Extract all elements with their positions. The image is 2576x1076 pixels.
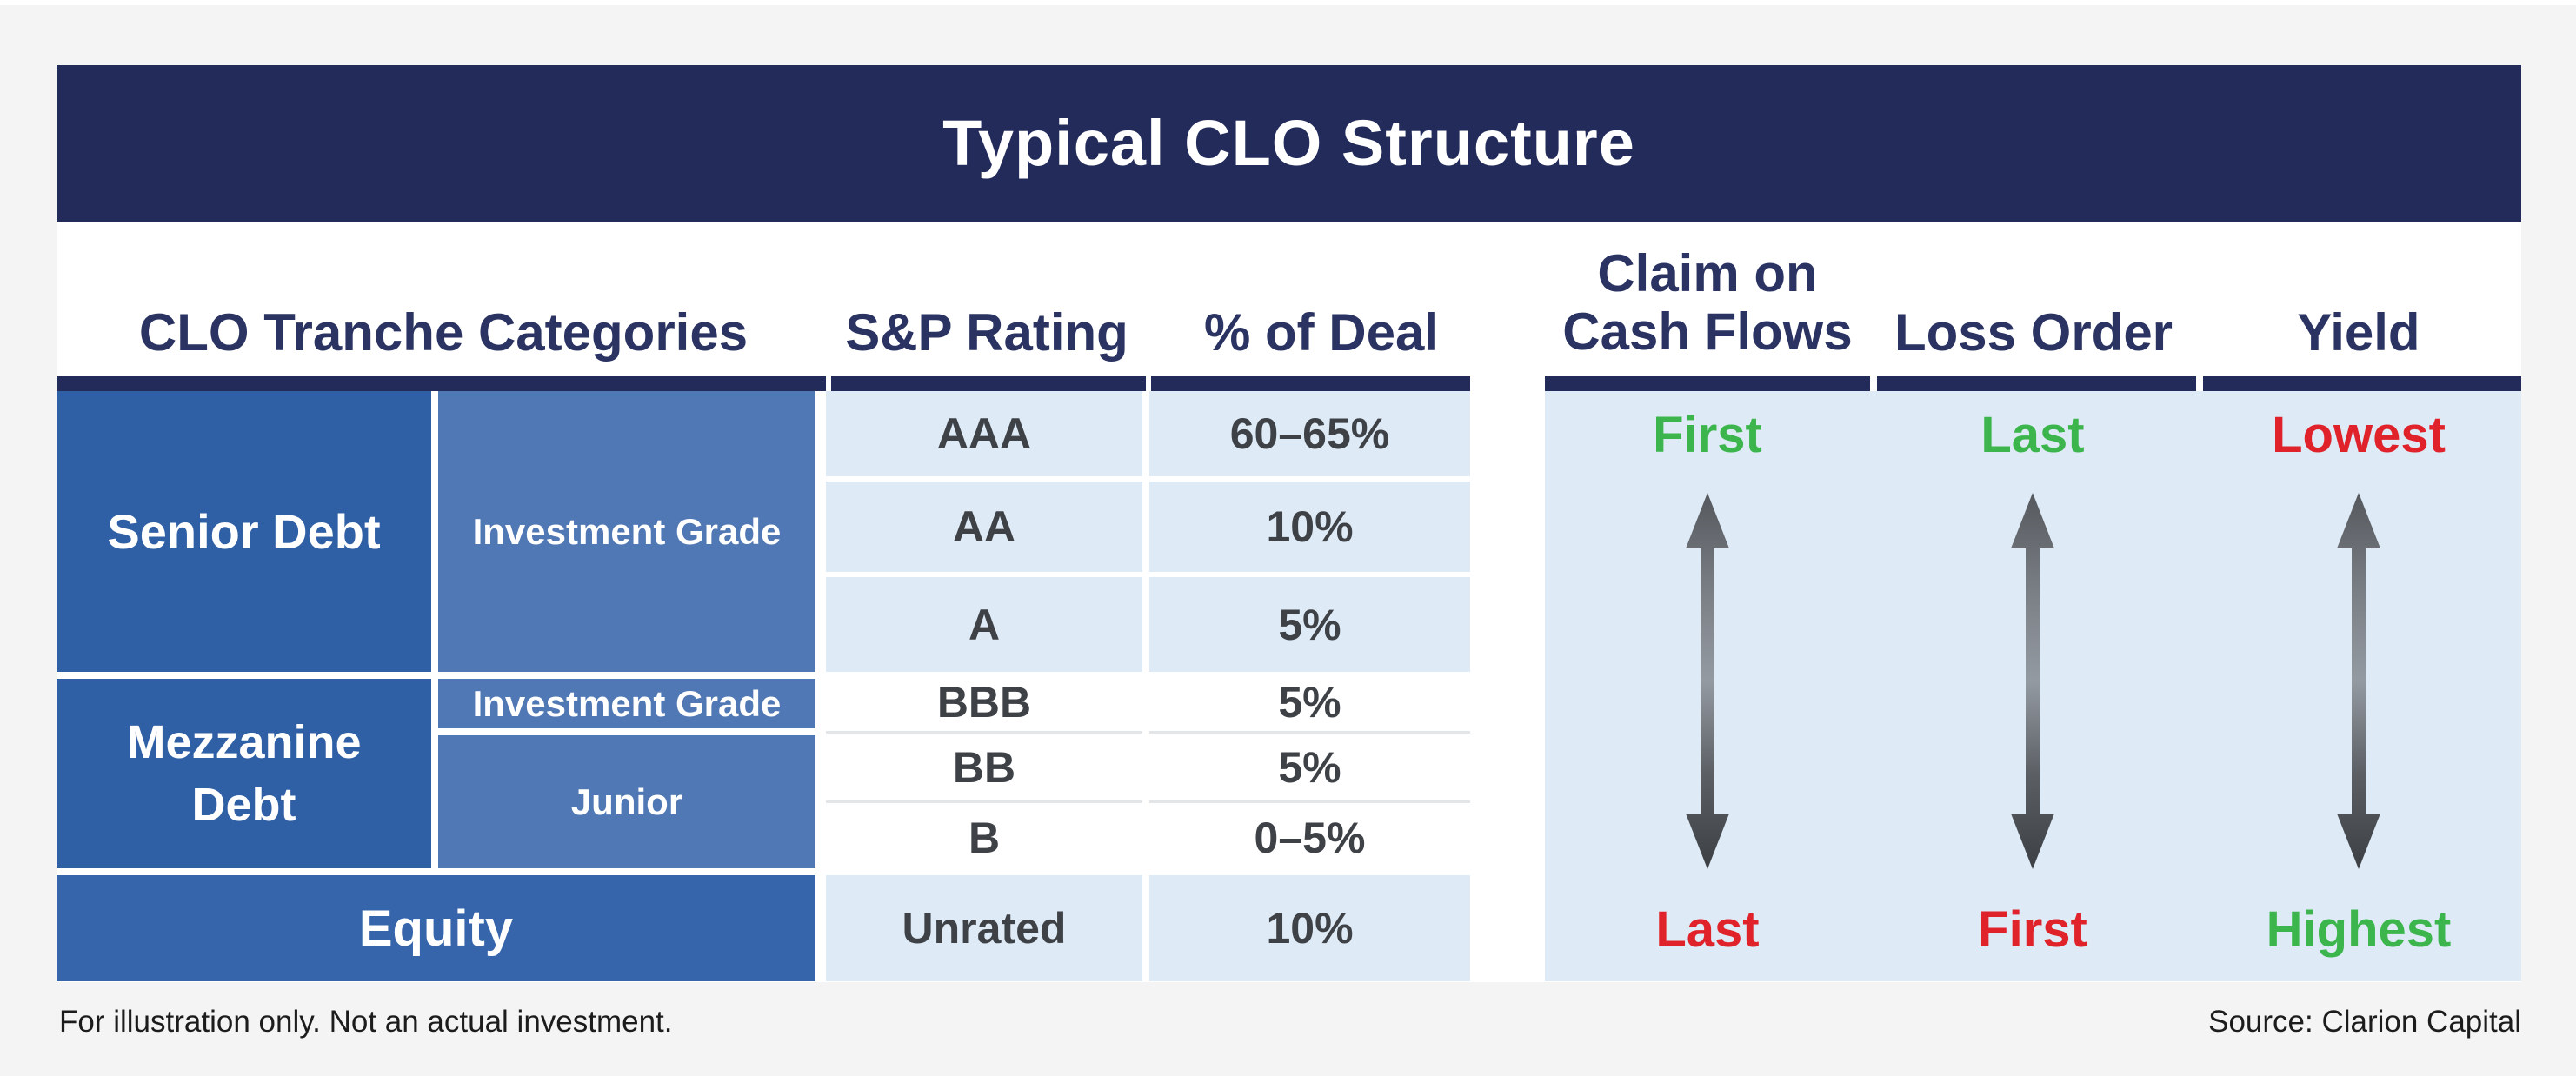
loss-top-value: Last bbox=[1980, 406, 2085, 463]
cell-mezzanine-debt: Mezzanine Debt bbox=[57, 679, 431, 868]
double-arrow-icon bbox=[2337, 493, 2380, 869]
row-divider bbox=[1149, 731, 1470, 734]
header-pct-of-deal: % of Deal bbox=[1203, 303, 1440, 362]
cell-senior-investment-grade: Investment Grade bbox=[438, 391, 815, 672]
rating-unrated: Unrated bbox=[902, 904, 1067, 953]
rating-bbb: BBB bbox=[936, 678, 1032, 727]
header-yield: Yield bbox=[2297, 303, 2420, 362]
yield-top-value: Lowest bbox=[2272, 406, 2446, 463]
bg-rating-a bbox=[826, 577, 1142, 672]
junior-label: Junior bbox=[570, 780, 683, 822]
double-arrow-icon bbox=[2011, 493, 2054, 869]
deal-b: 0–5% bbox=[1254, 814, 1366, 862]
bg-deal-unrated bbox=[1149, 875, 1470, 981]
title-bar: Typical CLO Structure bbox=[57, 65, 2521, 222]
disclaimer-text: For illustration only. Not an actual inv… bbox=[59, 1005, 673, 1039]
deal-bb: 5% bbox=[1278, 743, 1341, 792]
claim-bottom-value: Last bbox=[1655, 900, 1760, 958]
deal-aaa: 60–65% bbox=[1229, 409, 1390, 458]
row-divider bbox=[1149, 800, 1470, 803]
bg-deal-a bbox=[1149, 577, 1470, 672]
header-claim-line2: Cash Flows bbox=[1562, 302, 1853, 361]
deal-unrated: 10% bbox=[1266, 904, 1354, 953]
bg-deal-aa bbox=[1149, 482, 1470, 572]
cell-senior-debt: Senior Debt bbox=[57, 391, 431, 672]
claim-top-value: First bbox=[1653, 406, 1762, 463]
rating-b: B bbox=[968, 814, 1001, 862]
rating-aaa: AAA bbox=[936, 409, 1032, 458]
header-underline-categories bbox=[57, 376, 826, 391]
rating-aa: AA bbox=[952, 502, 1016, 551]
mezzanine-debt-label: Mezzanine Debt bbox=[126, 716, 362, 831]
loss-bottom-value: First bbox=[1978, 900, 2087, 958]
bg-deal-aaa bbox=[1149, 391, 1470, 476]
cell-mezzanine-investment-grade: Investment Grade bbox=[438, 679, 815, 728]
bg-rating-unrated bbox=[826, 875, 1142, 981]
row-divider bbox=[826, 800, 1142, 803]
header-loss-order: Loss Order bbox=[1894, 303, 2173, 362]
header-sp-rating: S&P Rating bbox=[845, 303, 1128, 362]
double-arrow-icon bbox=[1686, 493, 1729, 869]
deal-aa: 10% bbox=[1266, 502, 1354, 551]
deal-bbb: 5% bbox=[1278, 678, 1341, 727]
mezzanine-investment-grade-label: Investment Grade bbox=[472, 682, 782, 724]
header-underline-loss bbox=[1877, 376, 2196, 391]
top-strip bbox=[0, 0, 2576, 5]
yield-bottom-value: Highest bbox=[2266, 900, 2452, 958]
bg-rating-aa bbox=[826, 482, 1142, 572]
bg-rating-aaa bbox=[826, 391, 1142, 476]
header-underline-claim bbox=[1545, 376, 1870, 391]
row-divider bbox=[826, 731, 1142, 734]
header-claim-line1: Claim on bbox=[1597, 244, 1818, 302]
cell-equity: Equity bbox=[57, 875, 815, 981]
senior-investment-grade-label: Investment Grade bbox=[472, 510, 782, 552]
rating-a: A bbox=[968, 600, 1001, 649]
senior-debt-label: Senior Debt bbox=[107, 504, 381, 559]
source-text: Source: Clarion Capital bbox=[2208, 1005, 2521, 1039]
header-underline-yield bbox=[2203, 376, 2521, 391]
header-underline-rating bbox=[831, 376, 1146, 391]
rating-bb: BB bbox=[952, 743, 1016, 792]
header-clo-tranche-categories: CLO Tranche Categories bbox=[138, 303, 749, 362]
header-claim-on-cash-flows: Claim on Cash Flows bbox=[1551, 244, 1864, 361]
equity-label: Equity bbox=[358, 900, 514, 957]
page-title: Typical CLO Structure bbox=[942, 107, 1635, 179]
cell-junior: Junior bbox=[438, 735, 815, 868]
header-underline-deal bbox=[1151, 376, 1470, 391]
deal-a: 5% bbox=[1278, 600, 1341, 649]
